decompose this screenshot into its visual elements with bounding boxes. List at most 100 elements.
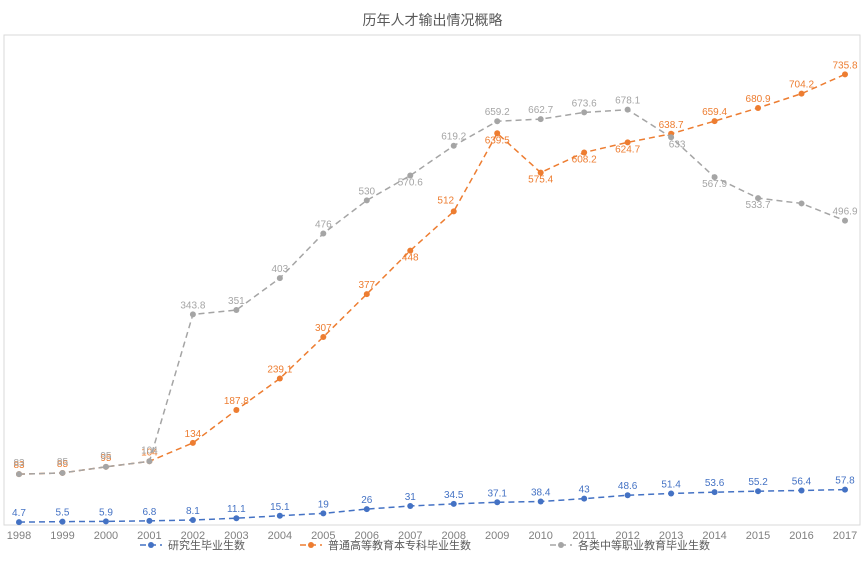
data-label: 570.6 (398, 178, 423, 189)
data-label: 659.2 (485, 107, 510, 118)
series-marker (538, 116, 544, 122)
data-label: 680.9 (746, 94, 771, 105)
series-marker (842, 71, 848, 77)
x-axis-label: 2004 (268, 530, 292, 542)
data-label: 15.1 (270, 502, 290, 513)
chart-title: 历年人才输出情况概略 (0, 10, 865, 30)
data-label: 37.1 (487, 488, 507, 499)
data-label: 5.9 (99, 507, 113, 518)
data-label: 57.8 (835, 476, 855, 487)
series-marker (320, 510, 326, 516)
data-label: 34.5 (444, 490, 464, 501)
x-axis-label: 2010 (528, 530, 552, 542)
series-marker (668, 491, 674, 497)
series-line (19, 74, 845, 474)
series-marker (233, 307, 239, 313)
data-label: 53.6 (705, 478, 725, 489)
data-label: 83 (13, 458, 25, 469)
data-label: 187.8 (224, 396, 249, 407)
data-label: 239.1 (267, 365, 292, 376)
data-label: 403 (271, 264, 288, 275)
data-label: 608.2 (572, 154, 597, 165)
data-label: 38.4 (531, 487, 551, 498)
series-marker (625, 107, 631, 113)
data-label: 5.5 (56, 508, 70, 519)
legend-marker (308, 542, 314, 548)
series-marker (364, 197, 370, 203)
plot-border (4, 35, 860, 525)
series-marker (364, 506, 370, 512)
series-marker (277, 513, 283, 519)
legend-label: 研究生毕业生数 (168, 538, 245, 552)
legend-label: 普通高等教育本专科毕业生数 (328, 538, 471, 552)
series-marker (16, 471, 22, 477)
data-label: 11.1 (227, 504, 246, 515)
series-marker (16, 519, 22, 525)
series-marker (755, 488, 761, 494)
data-label: 673.6 (572, 98, 597, 109)
data-label: 496.9 (832, 207, 857, 218)
series-marker (59, 519, 65, 525)
x-axis-label: 1999 (50, 530, 74, 542)
series-marker (103, 518, 109, 524)
series-marker (451, 501, 457, 507)
series-marker (190, 311, 196, 317)
series-marker (755, 105, 761, 111)
series-line (19, 110, 845, 474)
legend-label: 各类中等职业教育毕业生数 (578, 538, 710, 552)
series-marker (233, 407, 239, 413)
data-label: 307 (315, 323, 332, 334)
data-label: 476 (315, 219, 332, 230)
data-label: 104 (141, 445, 158, 456)
x-axis-label: 2015 (746, 530, 770, 542)
series-marker (233, 515, 239, 521)
series-marker (538, 498, 544, 504)
data-label: 6.8 (142, 507, 156, 518)
series-marker (320, 334, 326, 340)
series-marker (451, 208, 457, 214)
data-label: 638.7 (659, 120, 684, 131)
chart-svg: 1998199920002001200220032004200520062007… (0, 0, 865, 561)
x-axis-label: 2016 (789, 530, 813, 542)
data-label: 639.5 (485, 135, 510, 146)
series-marker (712, 118, 718, 124)
legend-marker (558, 542, 564, 548)
data-label: 575.4 (528, 175, 553, 186)
x-axis-label: 2017 (833, 530, 857, 542)
data-label: 735.8 (832, 60, 857, 71)
series-marker (451, 143, 457, 149)
series-marker (190, 517, 196, 523)
series-marker (320, 230, 326, 236)
series-marker (625, 492, 631, 498)
series-marker (59, 470, 65, 476)
data-label: 48.6 (618, 481, 638, 492)
data-label: 624.7 (615, 144, 640, 155)
series-marker (799, 200, 805, 206)
series-marker (146, 518, 152, 524)
data-label: 134 (185, 429, 202, 440)
data-label: 633 (669, 139, 686, 150)
series-marker (581, 109, 587, 115)
series-marker (364, 291, 370, 297)
series-marker (842, 218, 848, 224)
series-marker (799, 487, 805, 493)
data-label: 56.4 (792, 476, 812, 487)
x-axis-label: 2009 (485, 530, 509, 542)
data-label: 51.4 (661, 480, 681, 491)
series-marker (277, 376, 283, 382)
data-label: 567.9 (702, 179, 727, 190)
data-label: 4.7 (12, 508, 26, 519)
series-marker (581, 496, 587, 502)
series-marker (190, 440, 196, 446)
series-marker (799, 91, 805, 97)
data-label: 533.7 (746, 200, 771, 211)
chart-container: 历年人才输出情况概略 19981999200020012002200320042… (0, 0, 865, 561)
series-marker (494, 118, 500, 124)
series-marker (494, 499, 500, 505)
data-label: 377 (358, 280, 375, 291)
data-label: 19 (318, 499, 330, 510)
data-label: 31 (405, 492, 417, 503)
data-label: 704.2 (789, 80, 814, 91)
x-axis-label: 1998 (7, 530, 31, 542)
data-label: 659.4 (702, 107, 727, 118)
